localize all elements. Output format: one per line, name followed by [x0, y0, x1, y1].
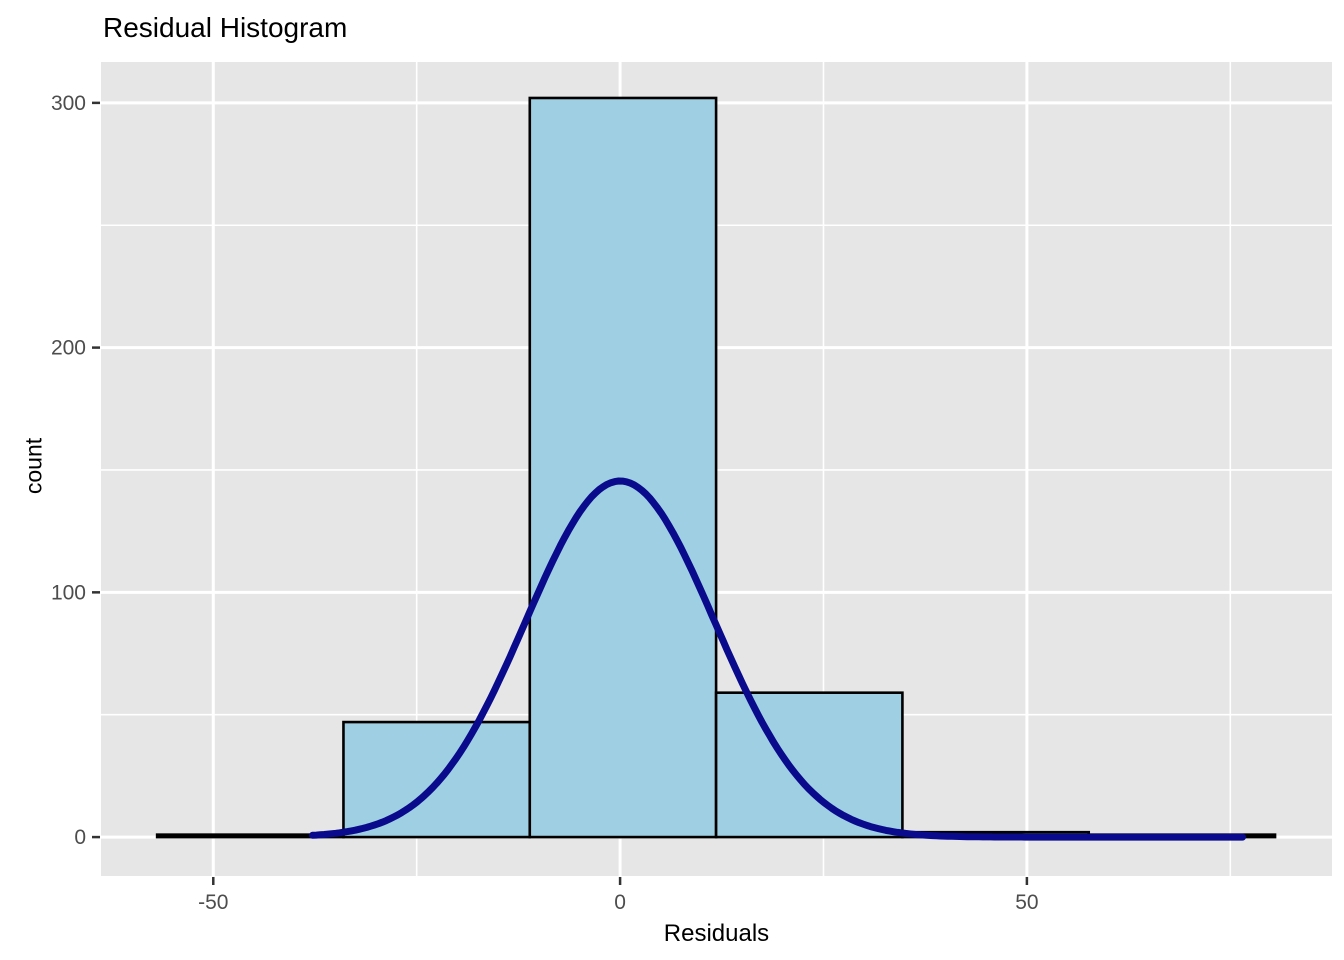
y-axis-tick-label: 0: [74, 826, 86, 849]
x-axis-tick-label: -50: [198, 891, 228, 914]
x-axis-tick-label: 50: [1015, 891, 1038, 914]
y-axis-title: count: [20, 437, 47, 495]
y-axis-tick-label: 200: [51, 337, 86, 360]
normal-density-curve: [309, 477, 1246, 841]
chart-title: Residual Histogram: [103, 12, 348, 43]
histogram-bar: [528, 96, 718, 839]
histogram-bar: [342, 720, 532, 839]
x-axis-title: Residuals: [663, 920, 770, 947]
histogram-bar: [714, 691, 904, 839]
y-axis-tick-label: 300: [51, 92, 86, 115]
y-axis-tick-label: 100: [51, 581, 86, 604]
x-axis-tick-label: 0: [614, 891, 626, 914]
